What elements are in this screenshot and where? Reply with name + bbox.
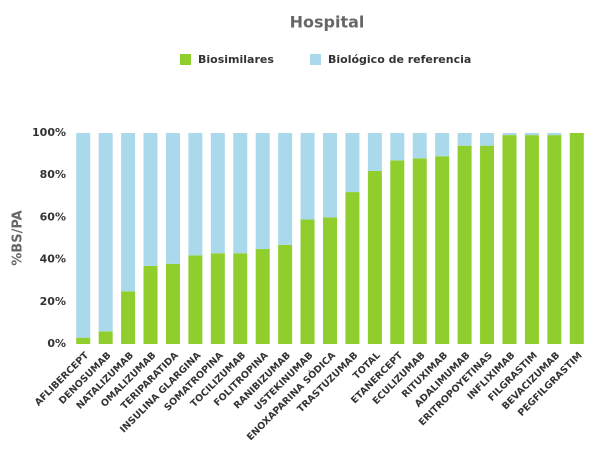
bar-segment (165, 263, 180, 344)
y-tick-label: 80% (40, 168, 66, 181)
bar-segment (345, 133, 360, 193)
bar-segment (121, 133, 136, 292)
bar-segment (412, 133, 427, 159)
y-tick-label: 20% (40, 295, 66, 308)
bar-segment (524, 135, 539, 344)
y-tick-label: 0% (47, 337, 66, 350)
chart-title: Hospital (290, 13, 365, 32)
bar-segment (345, 192, 360, 344)
bar-segment (524, 133, 539, 136)
bar-segment (457, 133, 472, 146)
y-tick-label: 60% (40, 210, 66, 223)
bar-segment (480, 145, 495, 344)
bar-segment (188, 133, 203, 256)
bar-segment (412, 158, 427, 344)
bar-segment (569, 133, 584, 344)
bar-segment (502, 135, 517, 344)
legend-swatch (310, 54, 321, 65)
bar-segment (390, 160, 405, 344)
y-tick-label: 40% (40, 253, 66, 266)
bar-segment (255, 249, 270, 344)
bar-segment (210, 133, 225, 254)
bar-segment (367, 170, 382, 344)
bar-segment (480, 133, 495, 146)
bar-segment (278, 244, 293, 344)
bar-segment (210, 253, 225, 344)
legend-swatch (180, 54, 191, 65)
bar-segment (457, 145, 472, 344)
bar-segment (233, 133, 248, 254)
legend-label: Biosimilares (198, 53, 274, 66)
bar-segment (98, 331, 113, 344)
bar-segment (323, 217, 337, 344)
bar-segment (165, 133, 180, 264)
bar-segment (435, 156, 450, 344)
bar-segment (390, 133, 405, 161)
bar-segment (76, 133, 91, 338)
y-axis-label: %BS/PA (11, 210, 26, 265)
bar-segment (143, 133, 158, 266)
legend-label: Biológico de referencia (328, 53, 471, 66)
bar-segment (98, 133, 113, 332)
bar-segment (121, 291, 136, 344)
bar-segment (435, 133, 450, 157)
bar-segment (300, 133, 315, 220)
bar-segment (547, 133, 562, 136)
bar-segment (278, 133, 293, 245)
bar-segment (255, 133, 270, 250)
bar-segment (76, 337, 91, 344)
bar-segment (323, 133, 337, 218)
bar-segment (502, 133, 517, 136)
bar-segment (367, 133, 382, 171)
bar-segment (547, 135, 562, 344)
bar-segment (233, 253, 248, 344)
bar-segment (188, 255, 203, 344)
bar-segment (300, 219, 315, 344)
y-tick-label: 100% (32, 126, 66, 139)
bar-segment (143, 265, 158, 344)
